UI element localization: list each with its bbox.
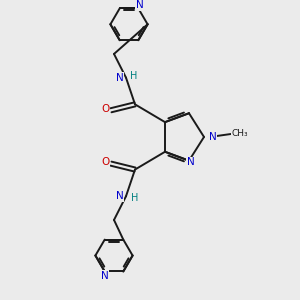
Text: N: N <box>101 271 109 281</box>
Text: CH₃: CH₃ <box>231 130 248 139</box>
Text: O: O <box>101 157 110 167</box>
Text: H: H <box>130 71 137 81</box>
Text: N: N <box>136 0 144 11</box>
Text: N: N <box>187 157 194 167</box>
Text: N: N <box>208 132 216 142</box>
Text: N: N <box>116 73 123 83</box>
Text: N: N <box>116 191 123 201</box>
Text: O: O <box>101 104 110 114</box>
Text: H: H <box>131 193 138 203</box>
